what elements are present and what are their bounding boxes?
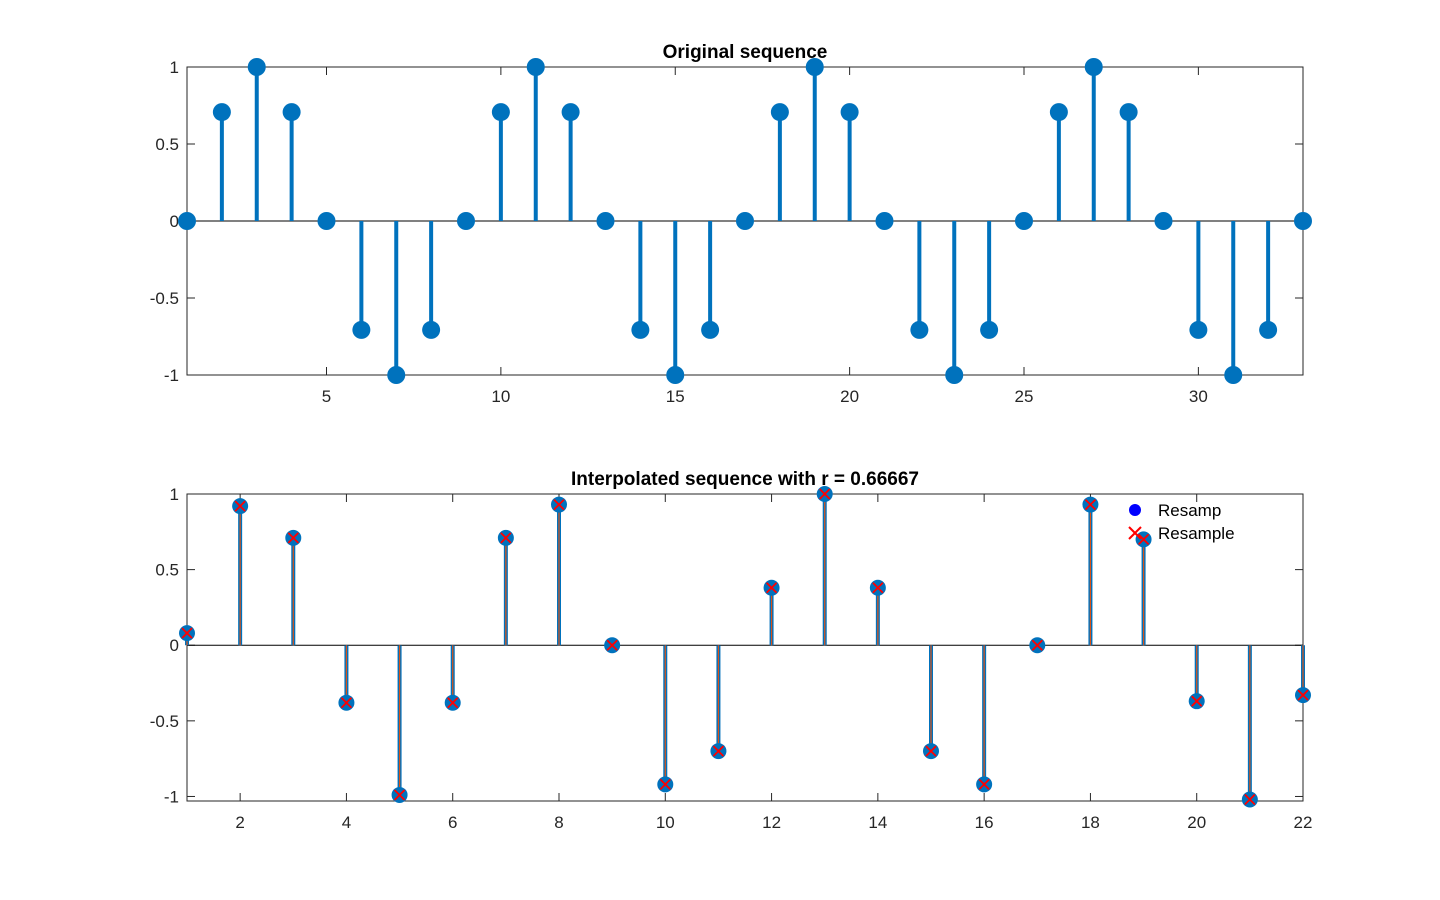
interpolated-xtick-label: 2 <box>235 813 244 832</box>
original-stem-marker <box>526 58 545 76</box>
interpolated-ytick-label: -0.5 <box>150 712 179 731</box>
interpolated-ytick-label: 0.5 <box>155 561 179 580</box>
interpolated-xtick-label: 22 <box>1294 813 1313 832</box>
subplot-interpolated: Interpolated sequence with r = 0.66667 2… <box>150 469 1313 832</box>
original-stem-marker <box>212 103 231 122</box>
original-stem-marker <box>422 320 441 339</box>
legend-marker-resample <box>1128 526 1142 540</box>
original-stem-marker <box>282 103 301 122</box>
original-stem-marker <box>631 320 650 339</box>
original-stem-marker <box>457 212 475 230</box>
original-stem-marker <box>387 366 406 384</box>
original-stem-marker <box>875 212 894 230</box>
original-stem-marker <box>1119 103 1138 122</box>
original-stem-marker <box>178 212 196 230</box>
original-stem-marker <box>980 320 999 339</box>
stem-layer-original <box>178 58 1312 384</box>
chart-title-interpolated: Interpolated sequence with r = 0.66667 <box>571 469 919 490</box>
interpolated-marker-resample <box>287 532 299 544</box>
tick-layer-original: 5 10 15 20 25 30 -1 -0.5 0 0.5 1 <box>150 58 1303 406</box>
interpolated-xtick-label: 18 <box>1081 813 1100 832</box>
tick-layer-interpolated: 2 4 6 8 10 12 14 16 18 20 22 -1 -0.5 0 0.5 1 <box>150 485 1313 832</box>
original-stem-marker <box>666 366 685 384</box>
original-stem-marker <box>1259 320 1278 339</box>
original-ytick-label: 0 <box>170 212 179 231</box>
original-stem-marker <box>945 366 964 384</box>
interpolated-marker-resample <box>659 778 671 791</box>
interpolated-marker-resample <box>606 639 618 651</box>
original-stem-marker <box>770 103 789 122</box>
interpolated-marker-resample <box>1084 498 1097 511</box>
interpolated-xtick-label: 8 <box>554 813 563 832</box>
original-stem-marker <box>701 320 720 339</box>
original-xtick-label: 10 <box>491 387 510 406</box>
original-ytick-label: -1 <box>164 366 179 385</box>
interpolated-marker-resample <box>925 745 937 757</box>
original-stem-marker <box>352 320 371 339</box>
original-xtick-label: 25 <box>1015 387 1034 406</box>
interpolated-marker-resample <box>1031 639 1043 651</box>
interpolated-marker-resample <box>1191 695 1203 707</box>
interpolated-marker-resample <box>765 582 778 594</box>
interpolated-marker-resample <box>553 498 565 511</box>
original-stem-marker <box>736 212 754 230</box>
interpolated-marker-resample <box>872 582 884 594</box>
legend-label-resamp: Resamp <box>1158 501 1221 520</box>
legend: Resamp Resample <box>1128 501 1235 543</box>
legend-marker-resamp <box>1129 504 1141 516</box>
axes-frame-interpolated <box>186 493 1304 802</box>
legend-label-resample: Resample <box>1158 524 1235 543</box>
original-stem-marker <box>1189 320 1208 339</box>
original-stem-marker <box>317 212 336 230</box>
original-stem-marker <box>1154 212 1173 230</box>
original-stem-marker <box>247 58 266 76</box>
interpolated-marker-resample <box>1244 793 1256 806</box>
interpolated-xtick-label: 20 <box>1187 813 1206 832</box>
stem-layer-interpolated <box>179 486 1311 808</box>
interpolated-xtick-label: 12 <box>762 813 781 832</box>
interpolated-marker-resample <box>819 488 831 500</box>
original-stem-marker <box>491 103 510 122</box>
subplot-original: Original sequence 5 10 15 20 25 30 -1 -0.5 0 0.5 1 <box>150 42 1312 406</box>
original-ytick-label: 1 <box>170 58 179 77</box>
interpolated-marker-resample <box>234 500 246 512</box>
interpolated-marker-resample <box>340 697 353 709</box>
interpolated-marker-resample <box>447 697 459 709</box>
interpolated-xtick-label: 6 <box>448 813 457 832</box>
interpolated-marker-resample <box>712 745 725 757</box>
interpolated-xtick-label: 4 <box>342 813 351 832</box>
original-ytick-label: 0.5 <box>155 135 179 154</box>
original-stem-marker <box>1084 58 1103 76</box>
original-xtick-label: 15 <box>666 387 685 406</box>
interpolated-marker-resample <box>181 627 193 639</box>
original-stem-marker <box>596 212 615 230</box>
interpolated-ytick-label: 0 <box>170 636 179 655</box>
original-stem-marker <box>1224 366 1243 384</box>
interpolated-marker-resample <box>393 789 406 801</box>
interpolated-ytick-label: -1 <box>164 787 179 806</box>
original-stem-marker <box>805 58 824 76</box>
original-stem-marker <box>840 103 859 122</box>
original-stem-marker <box>1294 212 1312 230</box>
interpolated-marker-resample <box>500 532 512 544</box>
original-ytick-label: -0.5 <box>150 289 179 308</box>
interpolated-marker-resample <box>1137 533 1150 546</box>
original-stem-marker <box>1015 212 1033 230</box>
chart-title-original: Original sequence <box>663 42 828 63</box>
interpolated-xtick-label: 10 <box>656 813 675 832</box>
original-stem-marker <box>561 103 580 122</box>
original-xtick-label: 5 <box>322 387 331 406</box>
original-stem-marker <box>1049 103 1068 122</box>
interpolated-xtick-label: 16 <box>975 813 994 832</box>
interpolated-marker-resample <box>1297 689 1309 701</box>
interpolated-marker-resample <box>978 778 990 791</box>
original-xtick-label: 20 <box>840 387 859 406</box>
interpolated-ytick-label: 1 <box>170 485 179 504</box>
original-xtick-label: 30 <box>1189 387 1208 406</box>
interpolated-xtick-label: 14 <box>868 813 887 832</box>
original-stem-marker <box>910 320 929 339</box>
